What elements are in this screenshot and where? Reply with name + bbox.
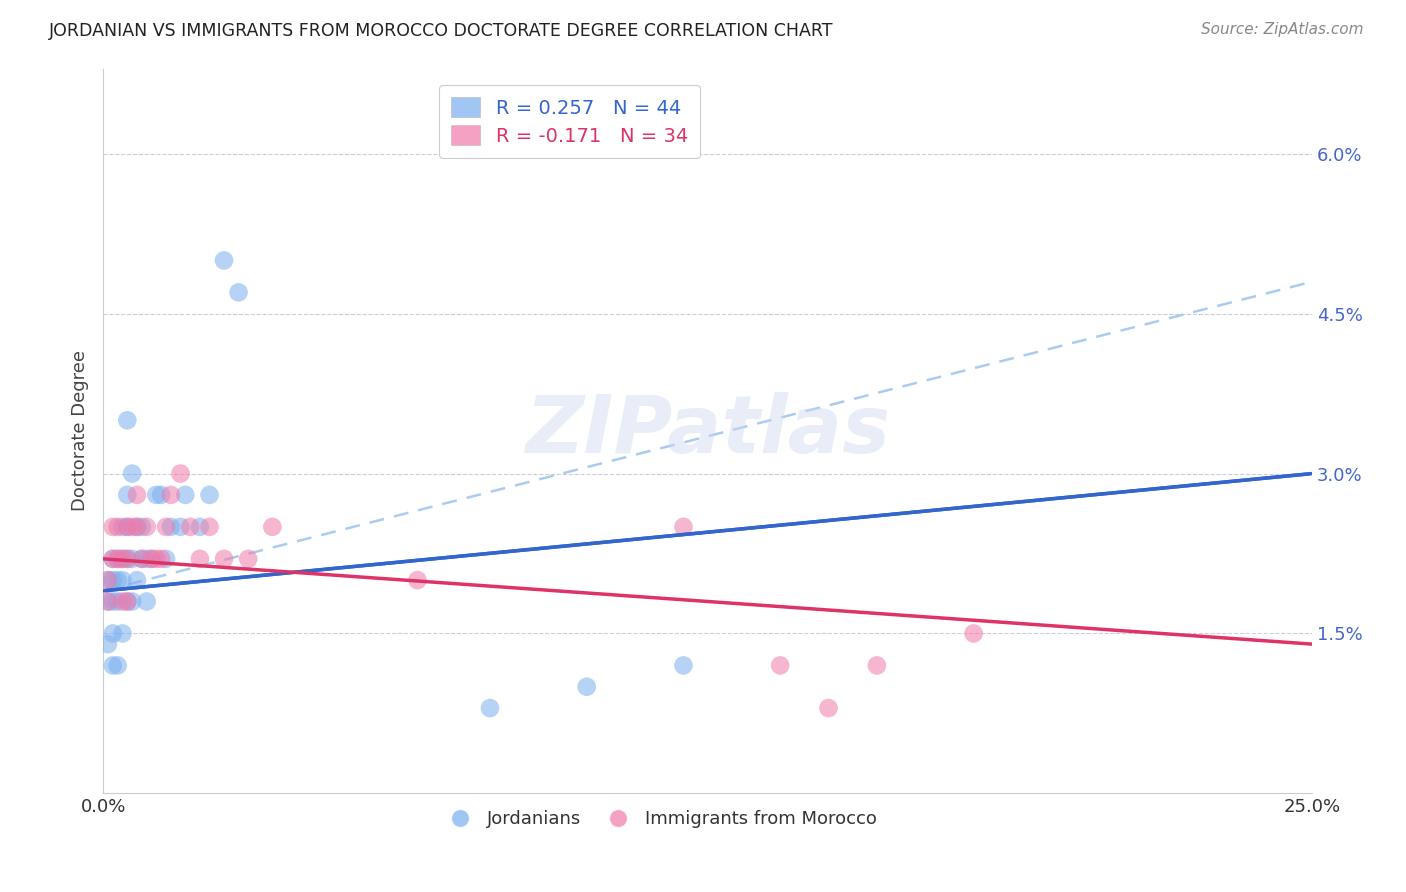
Point: [101, 594, 124, 608]
Point: [107, 594, 129, 608]
Point: [101, 573, 124, 587]
Point: [212, 552, 235, 566]
Point: [125, 488, 148, 502]
Point: [131, 520, 153, 534]
Point: [238, 552, 260, 566]
Text: ZIPatlas: ZIPatlas: [524, 392, 890, 470]
Point: [107, 552, 129, 566]
Point: [131, 552, 153, 566]
Point: [188, 520, 211, 534]
Point: [769, 658, 792, 673]
Point: [198, 520, 221, 534]
Point: [117, 594, 139, 608]
Point: [101, 626, 124, 640]
Point: [135, 594, 157, 608]
Point: [125, 520, 148, 534]
Point: [121, 467, 143, 481]
Point: [131, 552, 153, 566]
Text: Source: ZipAtlas.com: Source: ZipAtlas.com: [1201, 22, 1364, 37]
Point: [97, 594, 120, 608]
Point: [111, 626, 134, 640]
Point: [117, 552, 139, 566]
Point: [575, 680, 598, 694]
Point: [179, 520, 201, 534]
Point: [479, 701, 502, 715]
Point: [141, 552, 163, 566]
Point: [866, 658, 889, 673]
Point: [141, 552, 163, 566]
Point: [111, 594, 134, 608]
Point: [125, 573, 148, 587]
Point: [150, 552, 173, 566]
Point: [101, 552, 124, 566]
Point: [107, 520, 129, 534]
Point: [817, 701, 839, 715]
Point: [101, 520, 124, 534]
Point: [117, 520, 139, 534]
Point: [228, 285, 250, 300]
Point: [97, 594, 120, 608]
Point: [135, 552, 157, 566]
Point: [188, 552, 211, 566]
Point: [160, 488, 183, 502]
Point: [111, 520, 134, 534]
Point: [212, 253, 235, 268]
Point: [145, 552, 167, 566]
Point: [121, 552, 143, 566]
Point: [117, 594, 139, 608]
Point: [117, 488, 139, 502]
Point: [117, 413, 139, 427]
Point: [111, 552, 134, 566]
Point: [672, 658, 695, 673]
Point: [155, 520, 177, 534]
Point: [107, 552, 129, 566]
Legend: Jordanians, Immigrants from Morocco: Jordanians, Immigrants from Morocco: [434, 803, 884, 835]
Point: [101, 552, 124, 566]
Point: [262, 520, 284, 534]
Point: [97, 573, 120, 587]
Point: [97, 573, 120, 587]
Point: [672, 520, 695, 534]
Point: [117, 520, 139, 534]
Point: [406, 573, 429, 587]
Point: [125, 520, 148, 534]
Point: [169, 520, 191, 534]
Point: [111, 573, 134, 587]
Point: [962, 626, 984, 640]
Point: [97, 637, 120, 651]
Point: [101, 658, 124, 673]
Text: JORDANIAN VS IMMIGRANTS FROM MOROCCO DOCTORATE DEGREE CORRELATION CHART: JORDANIAN VS IMMIGRANTS FROM MOROCCO DOC…: [49, 22, 834, 40]
Point: [117, 552, 139, 566]
Point: [155, 552, 177, 566]
Point: [150, 488, 173, 502]
Point: [169, 467, 191, 481]
Y-axis label: Doctorate Degree: Doctorate Degree: [72, 351, 89, 511]
Point: [174, 488, 197, 502]
Point: [121, 520, 143, 534]
Point: [121, 594, 143, 608]
Point: [107, 573, 129, 587]
Point: [145, 488, 167, 502]
Point: [111, 552, 134, 566]
Point: [107, 658, 129, 673]
Point: [135, 520, 157, 534]
Point: [160, 520, 183, 534]
Point: [198, 488, 221, 502]
